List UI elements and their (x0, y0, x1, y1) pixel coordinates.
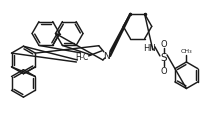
Text: S: S (161, 53, 167, 63)
Text: –: – (80, 54, 83, 60)
Text: CH₃: CH₃ (181, 49, 192, 54)
Text: HN: HN (143, 44, 156, 53)
Text: H: H (75, 53, 81, 62)
Text: C: C (83, 53, 88, 62)
Text: O: O (161, 40, 167, 49)
Text: N: N (104, 52, 110, 61)
Text: O: O (161, 67, 167, 76)
